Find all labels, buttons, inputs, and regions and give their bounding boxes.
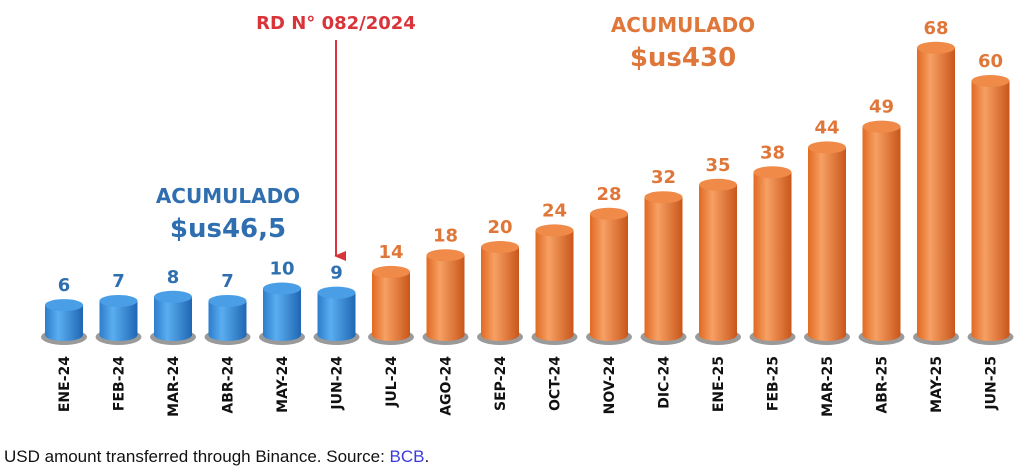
bar-cap	[590, 207, 628, 220]
bar-cap	[753, 166, 792, 179]
bar-bottom	[917, 329, 955, 341]
bar-cap	[154, 290, 192, 303]
data-label: 38	[760, 142, 785, 163]
bar	[426, 255, 465, 335]
before-total-value: $us46,5	[170, 214, 286, 244]
before-total-label: ACUMULADO	[156, 184, 300, 208]
x-tick-label: DIC-24	[657, 356, 673, 409]
bar-bottom	[99, 329, 138, 341]
bar-bottom	[45, 329, 83, 341]
bar	[917, 47, 955, 336]
data-label: 20	[487, 217, 512, 238]
data-label: 8	[167, 267, 180, 288]
x-tick-label: NOV-24	[602, 356, 618, 415]
data-label: 49	[869, 97, 894, 118]
data-label: 68	[923, 18, 948, 39]
bar-cap	[317, 286, 356, 299]
bar	[263, 288, 301, 335]
bar	[590, 213, 628, 335]
bar-cap	[99, 294, 138, 307]
bar-cap	[699, 178, 737, 191]
x-tick-label: ENE-24	[57, 356, 73, 412]
caption-end: .	[424, 447, 430, 466]
bar-cap	[971, 75, 1010, 87]
data-label: 6	[58, 275, 71, 296]
bar-cap	[808, 141, 846, 154]
caption: USD amount transferred through Binance. …	[4, 447, 429, 467]
bar-bottom	[208, 329, 247, 341]
bar	[808, 147, 846, 335]
bar-cap	[862, 120, 901, 133]
bar	[971, 81, 1010, 335]
bar-bottom	[699, 329, 737, 341]
bar-bottom	[263, 329, 301, 341]
x-tick-label: ABR-25	[875, 356, 891, 414]
data-label: 10	[269, 259, 294, 280]
x-tick-label: MAR-24	[166, 356, 182, 417]
data-label: 32	[651, 167, 676, 188]
bar-cap	[426, 249, 465, 262]
x-tick-label: FEB-25	[766, 356, 782, 411]
bar-bottom	[317, 329, 356, 341]
x-tick-label: JUN-25	[984, 356, 1000, 411]
bar-cap	[917, 41, 955, 54]
regulation-annotation: RD N° 082/2024	[256, 13, 416, 34]
caption-text: USD amount transferred through Binance. …	[4, 447, 390, 466]
bar-bottom	[753, 329, 792, 341]
bar-cap	[45, 299, 83, 312]
data-label: 28	[596, 184, 621, 205]
bar	[481, 247, 519, 335]
x-tick-label: JUN-24	[330, 356, 346, 411]
after-total-label: ACUMULADO	[611, 13, 755, 37]
data-label: 24	[542, 200, 567, 221]
data-label: 44	[814, 117, 839, 138]
bar	[644, 197, 683, 335]
bar-bottom	[481, 329, 519, 341]
bar-cap	[208, 294, 247, 307]
x-tick-label: ENE-25	[711, 356, 727, 412]
bar-bottom	[535, 329, 574, 341]
x-tick-label: MAY-25	[929, 356, 945, 413]
bar	[535, 230, 574, 335]
data-label: 60	[978, 51, 1003, 72]
x-tick-label: MAY-24	[275, 356, 291, 413]
bar	[154, 296, 192, 335]
bar-bottom	[862, 329, 901, 341]
bar-cap	[263, 282, 301, 295]
bar-bottom	[971, 329, 1010, 341]
data-label: 7	[221, 271, 234, 292]
x-tick-label: MAR-25	[820, 356, 836, 417]
bar-chart: 6 ENE-24 7 FEB-24 8 MAR-24 7 ABR-24 10 MAY-24 9 JUN…	[41, 13, 1014, 417]
bar-cap	[372, 265, 410, 278]
bar-bottom	[154, 329, 192, 341]
bar	[372, 271, 410, 335]
data-label: 14	[378, 242, 403, 263]
bar-bottom	[426, 329, 465, 341]
x-tick-label: ABR-24	[221, 356, 237, 414]
data-label: 18	[433, 225, 458, 246]
bar	[862, 126, 901, 336]
data-label: 35	[705, 155, 730, 176]
x-tick-label: JUL-24	[384, 356, 400, 408]
data-label: 7	[112, 271, 125, 292]
data-label: 9	[330, 263, 343, 284]
bar-bottom	[372, 329, 410, 341]
bar-bottom	[808, 329, 846, 341]
bar	[317, 292, 356, 335]
x-tick-label: OCT-24	[548, 356, 564, 411]
bar-cap	[644, 191, 683, 204]
bar-cap	[535, 224, 574, 237]
x-tick-label: FEB-24	[112, 356, 128, 411]
bar-bottom	[590, 329, 628, 341]
bar-cap	[481, 241, 519, 253]
source-link[interactable]: BCB	[389, 447, 425, 466]
after-total-value: $us430	[630, 43, 736, 73]
bar	[753, 172, 792, 335]
x-tick-label: AGO-24	[439, 356, 455, 416]
bar	[699, 184, 737, 335]
x-tick-label: SEP-24	[493, 356, 509, 411]
bar-bottom	[644, 329, 683, 341]
